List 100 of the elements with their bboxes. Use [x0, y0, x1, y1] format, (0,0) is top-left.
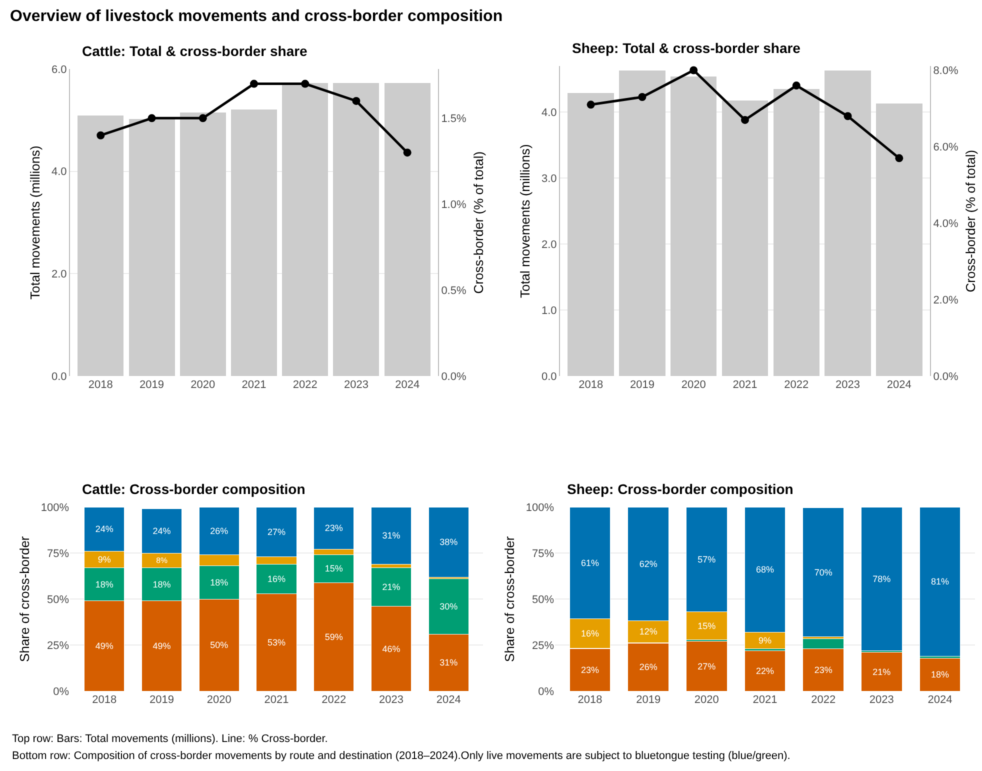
bar	[773, 89, 820, 376]
point	[741, 116, 749, 124]
data-label: 78%	[872, 574, 891, 584]
point	[352, 96, 360, 105]
data-label: 24%	[95, 524, 114, 534]
x-tick-label: 2022	[784, 379, 809, 392]
chart-title: Cattle: Cross-border composition	[82, 481, 306, 497]
y2-axis-title: Cross-border (% of total)	[963, 150, 978, 292]
point	[638, 93, 646, 101]
data-label: 9%	[758, 636, 772, 646]
x-tick-label: 2021	[264, 694, 289, 706]
data-label: 62%	[639, 558, 658, 569]
x-tick-label: 2020	[206, 694, 232, 706]
bar	[919, 658, 961, 692]
y2-tick-label: 1.0%	[441, 199, 466, 212]
y2-tick-label: 8.0%	[933, 65, 958, 78]
data-label: 15%	[324, 564, 343, 574]
bar	[384, 82, 430, 376]
data-label: 18%	[152, 579, 171, 590]
data-label: 68%	[756, 564, 774, 575]
y-tick-label: 1.0	[542, 305, 557, 318]
y-tick-label: 6.0	[52, 64, 67, 76]
bar	[861, 652, 902, 692]
text: Bottom row: Composition of cross-border movements by route and destination (2018–2024).Only live movements are subject to bluetongue testing (blue/green).	[12, 750, 790, 762]
data-label: 26%	[639, 662, 658, 672]
bar	[861, 507, 902, 651]
data-label: 57%	[698, 554, 716, 565]
y2-tick-label: 0.0%	[933, 370, 958, 383]
y-axis-title: Total movements (millions)	[517, 144, 532, 298]
text: Top row: Bars: Total movements (millions). Line: % Cross-border.	[12, 733, 328, 745]
point	[690, 66, 698, 74]
point	[586, 100, 595, 109]
bar	[722, 100, 768, 376]
data-label: 30%	[440, 601, 458, 612]
chart-title: Cattle: Total & cross-border share	[82, 43, 308, 59]
bar	[78, 116, 124, 376]
x-tick-label: 2019	[636, 694, 661, 706]
y-tick-label: 0%	[53, 686, 70, 698]
data-label: 31%	[382, 530, 400, 541]
bar	[231, 109, 277, 376]
data-label: 21%	[872, 666, 891, 677]
bar	[619, 70, 666, 376]
x-tick-label: 2024	[886, 379, 912, 392]
bar	[180, 112, 226, 376]
y-tick-label: 0.0	[542, 370, 557, 383]
x-tick-label: 2022	[811, 694, 836, 706]
data-label: 49%	[95, 641, 114, 652]
bar	[919, 507, 961, 656]
data-label: 70%	[814, 567, 832, 578]
y2-tick-label: 1.5%	[441, 113, 466, 126]
x-tick-label: 2020	[681, 379, 706, 392]
point	[96, 131, 105, 140]
data-label: 12%	[639, 626, 658, 637]
data-label: 15%	[698, 620, 716, 631]
data-label: 27%	[267, 526, 286, 537]
y-axis-title: Total movements (millions)	[27, 146, 42, 300]
y2-tick-label: 4.0%	[933, 218, 958, 230]
y2-tick-label: 6.0%	[933, 142, 958, 154]
data-label: 8%	[156, 556, 168, 566]
x-tick-label: 2018	[92, 694, 117, 706]
y-tick-label: 2.0	[52, 268, 67, 281]
y-tick-label: 4.0	[52, 166, 67, 178]
y-tick-label: 2.0	[542, 239, 557, 252]
y-tick-label: 25%	[46, 640, 70, 652]
y-tick-label: 50%	[46, 594, 70, 606]
y-tick-label: 0.0	[52, 370, 67, 383]
data-label: 23%	[324, 523, 343, 534]
x-tick-label: 2019	[150, 694, 174, 706]
bar	[128, 119, 175, 376]
y-axis-title: Share of cross-border	[16, 536, 32, 662]
data-label: 18%	[930, 670, 950, 680]
point	[301, 80, 310, 88]
x-tick-label: 2018	[88, 379, 113, 392]
bar	[568, 93, 614, 376]
y2-axis-title: Cross-border (% of total)	[471, 151, 486, 294]
bar	[282, 82, 328, 376]
x-tick-label: 2023	[378, 694, 404, 706]
y2-tick-label: 2.0%	[933, 294, 958, 307]
bar	[333, 82, 380, 376]
data-label: 23%	[580, 664, 600, 675]
x-tick-label: 2021	[752, 694, 778, 706]
data-label: 27%	[698, 661, 716, 672]
bar	[670, 76, 717, 376]
y-axis-title: Share of cross-border	[502, 536, 517, 662]
point	[403, 148, 412, 157]
x-tick-label: 2019	[630, 379, 654, 392]
x-tick-label: 2018	[578, 379, 604, 392]
data-label: 23%	[814, 664, 832, 675]
data-label: 46%	[382, 644, 400, 654]
chart-title: Sheep: Cross-border composition	[567, 481, 794, 497]
data-label: 18%	[95, 579, 114, 590]
data-label: 16%	[267, 574, 286, 584]
x-tick-label: 2021	[732, 379, 758, 392]
bar	[686, 641, 728, 692]
bar	[370, 507, 412, 564]
x-tick-label: 2019	[140, 379, 164, 392]
x-tick-label: 2021	[242, 379, 266, 392]
y2-tick-label: 0.0%	[441, 370, 466, 383]
data-label: 26%	[210, 526, 228, 536]
bar	[802, 508, 844, 638]
